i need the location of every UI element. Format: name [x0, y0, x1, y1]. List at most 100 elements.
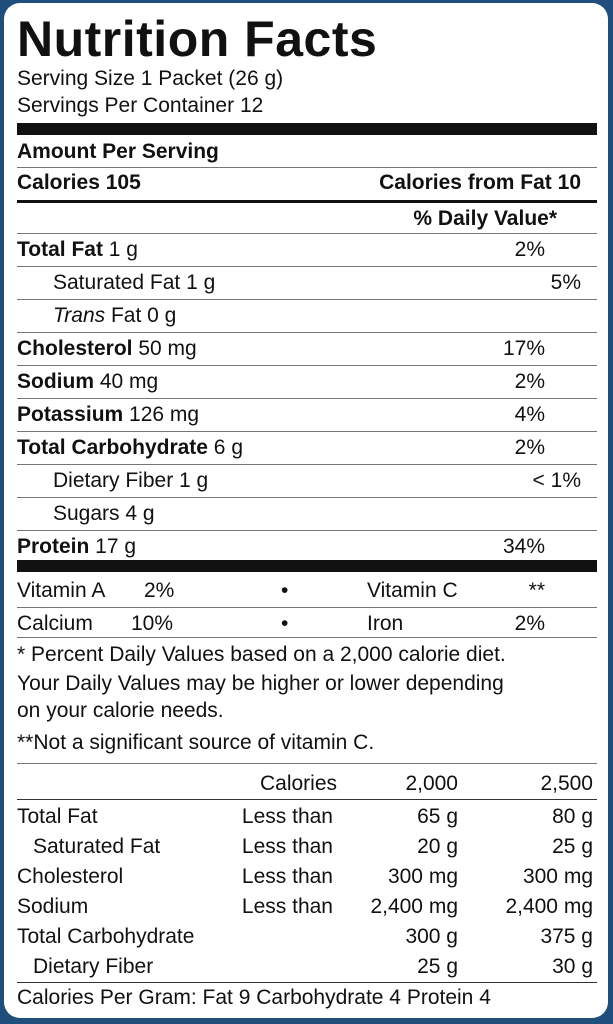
nutrient-name: Cholesterol	[17, 337, 133, 360]
divider	[17, 497, 597, 498]
dv-row-cell: 2,400 mg	[370, 895, 458, 918]
nutrient-row: Sodium 40 mg 2%	[17, 366, 597, 398]
nutrient-name: Potassium	[17, 403, 124, 426]
nutrient-daily-value: 2%	[514, 436, 545, 459]
nutrient-row: Saturated Fat 1 g 5%	[17, 267, 613, 299]
nutrient-amount: 126 mg	[123, 403, 200, 426]
divider	[17, 398, 597, 399]
nutrition-label: Nutrition Facts Serving Size 1 Packet (2…	[4, 3, 608, 1018]
nutrient-name: Trans	[53, 304, 106, 327]
dv-row-cell: 2,400 mg	[505, 895, 593, 918]
daily-value-header-row: % Daily Value*	[17, 203, 597, 235]
amount-per-serving: Amount Per Serving	[17, 140, 219, 163]
divider	[17, 431, 597, 432]
calories-per-gram: Calories Per Gram: Fat 9 Carbohydrate 4 …	[17, 986, 491, 1009]
dv-row-cell: 300 mg	[387, 865, 458, 888]
bullet: •	[281, 612, 289, 635]
divider	[17, 464, 597, 465]
nutrient-daily-value: 17%	[502, 337, 545, 360]
nutrient-name: Sugars 4 g	[53, 502, 155, 525]
footnote-calorie-needs: on your calorie needs.	[17, 699, 224, 722]
footnote-your-values: Your Daily Values may be higher or lower…	[17, 672, 504, 695]
vitamin-row: Vitamin A 2% • Vitamin C **	[17, 575, 597, 607]
divider	[17, 233, 597, 234]
dv-row-cell: Sodium	[17, 895, 89, 918]
label-title: Nutrition Facts	[17, 11, 378, 67]
dv-row-cell: 300 mg	[522, 865, 593, 888]
dv-header-cell: Calories	[259, 772, 337, 795]
dv-row-cell: Saturated Fat	[33, 835, 161, 858]
dv-row-cell: 80 g	[552, 805, 593, 828]
vitamin-name: Iron	[367, 612, 404, 635]
dv-row-cell: 25 g	[417, 955, 458, 978]
calories-row: Calories 105 Calories from Fat 10	[17, 167, 597, 199]
nutrient-row: Protein 17 g 34%	[17, 531, 597, 563]
nutrient-amount: 50 mg	[132, 337, 197, 360]
servings-per-container: Servings Per Container 12	[17, 94, 264, 117]
divider	[17, 299, 597, 300]
nutrient-row: Total Fat 1 g 2%	[17, 234, 597, 266]
nutrient-row: Trans Fat 0 g	[17, 300, 613, 332]
nutrient-daily-value: 4%	[514, 403, 545, 426]
nutrient-name: Protein	[17, 535, 90, 558]
vitamin-row: Calcium 10% • Iron 2%	[17, 608, 597, 640]
dv-row-cell: Less than	[241, 805, 333, 828]
divider	[17, 530, 597, 531]
dv-row-cell: 30 g	[552, 955, 593, 978]
nutrient-name: Saturated Fat 1 g	[53, 271, 216, 294]
vitamin-name: Vitamin A	[17, 579, 106, 602]
dv-row-cell: 65 g	[417, 805, 458, 828]
nutrient-amount: Fat 0 g	[105, 304, 177, 327]
vitamin-name: Vitamin C	[367, 579, 458, 602]
nutrient-amount: 6 g	[207, 436, 243, 459]
dv-header-cell: 2,000	[405, 772, 458, 795]
divider	[17, 332, 597, 333]
dv-row-cell: Cholesterol	[17, 865, 124, 888]
divider	[17, 365, 597, 366]
nutrient-daily-value: 34%	[502, 535, 545, 558]
nutrient-name: Sodium	[17, 370, 94, 393]
nutrient-row: Dietary Fiber 1 g < 1%	[17, 465, 613, 497]
serving-size: Serving Size 1 Packet (26 g)	[17, 67, 284, 90]
calories: Calories 105	[17, 171, 141, 194]
nutrient-row: Total Carbohydrate 6 g 2%	[17, 432, 597, 464]
calories-from-fat: Calories from Fat 10	[379, 171, 581, 194]
divider	[17, 266, 597, 267]
nutrient-daily-value: < 1%	[532, 469, 581, 492]
daily-value-header: % Daily Value*	[413, 207, 557, 230]
nutrient-row: Cholesterol 50 mg 17%	[17, 333, 597, 365]
nutrient-daily-value: 2%	[514, 238, 545, 261]
divider	[17, 607, 597, 608]
footnote-daily-values: * Percent Daily Values based on a 2,000 …	[17, 643, 506, 666]
vitamin-pct: 2%	[514, 612, 545, 635]
nutrient-daily-value: 5%	[550, 271, 581, 294]
dv-row-cell: Less than	[241, 895, 333, 918]
dv-row-cell: Less than	[241, 865, 333, 888]
nutrient-row: Potassium 126 mg 4%	[17, 399, 597, 431]
thick-divider	[17, 560, 597, 572]
vitamin-pct: **	[528, 579, 545, 602]
dv-row-cell: Total Carbohydrate	[17, 925, 195, 948]
nutrient-amount: 40 mg	[94, 370, 159, 393]
divider	[17, 637, 597, 638]
nutrient-daily-value: 2%	[514, 370, 545, 393]
thick-divider	[17, 123, 597, 135]
nutrient-row: Sugars 4 g	[17, 498, 613, 530]
nutrient-name: Dietary Fiber 1 g	[53, 469, 209, 492]
nutrient-name: Total Fat	[17, 238, 103, 261]
nutrient-amount: 17 g	[89, 535, 137, 558]
dv-row-cell: 300 g	[405, 925, 458, 948]
divider	[17, 799, 597, 800]
nutrient-name: Total Carbohydrate	[17, 436, 208, 459]
footnote-vitamin-c: **Not a significant source of vitamin C.	[17, 731, 375, 754]
dv-row-cell: 375 g	[540, 925, 593, 948]
divider	[17, 982, 597, 983]
vitamin-name: Calcium	[17, 612, 93, 635]
bullet: •	[281, 579, 289, 602]
vitamin-pct: 10%	[131, 612, 174, 635]
dv-header-cell: 2,500	[540, 772, 593, 795]
nutrient-amount: 1 g	[102, 238, 138, 261]
dv-row-cell: 20 g	[417, 835, 458, 858]
medium-divider	[17, 200, 597, 203]
dv-row-cell: 25 g	[552, 835, 593, 858]
